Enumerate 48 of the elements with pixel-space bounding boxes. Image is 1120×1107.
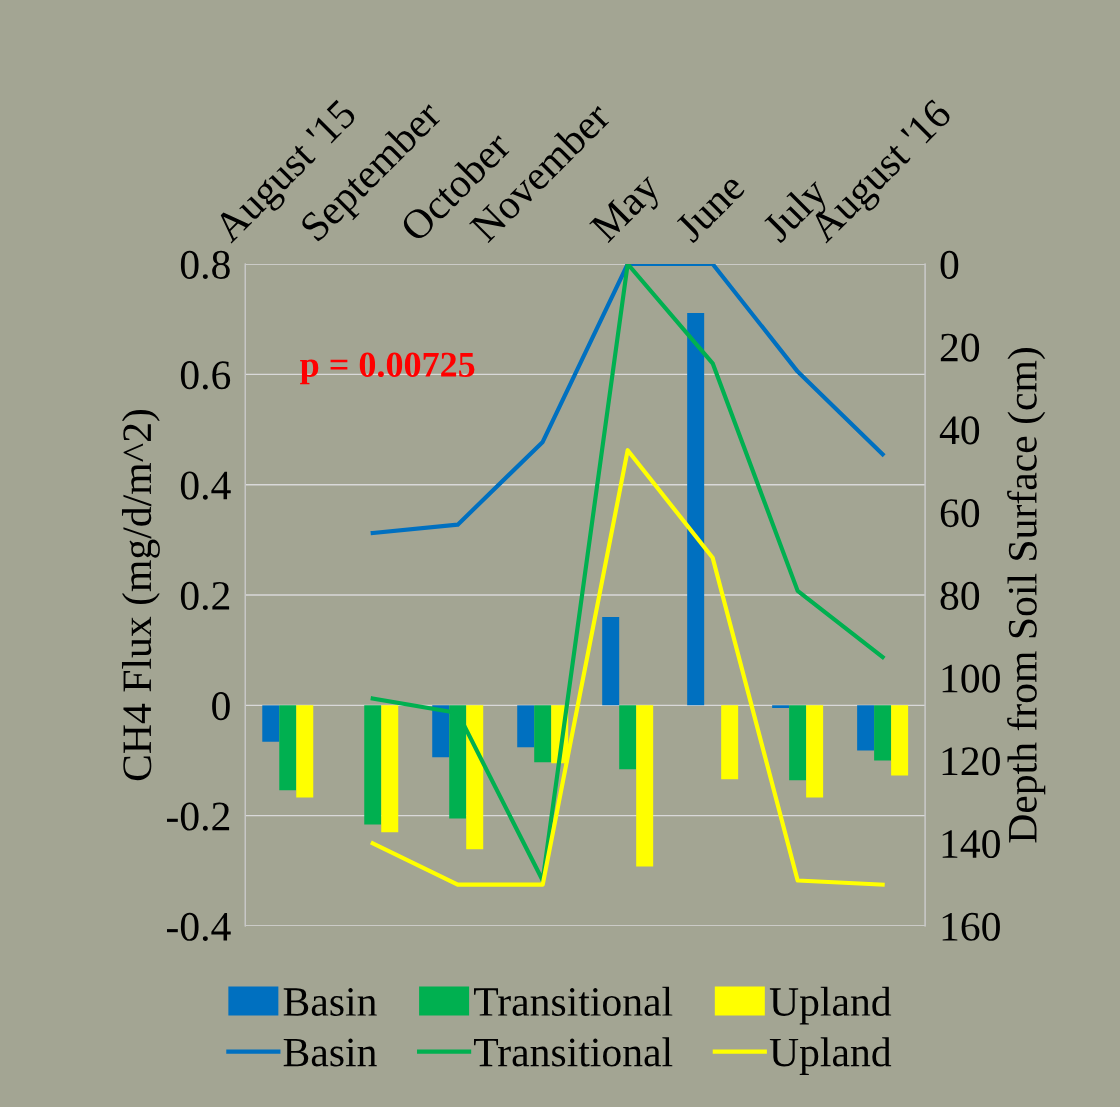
y-axis-title: CH4 Flux (mg/d/m^2) — [121, 409, 160, 781]
y2-tick-label: 20 — [940, 333, 980, 362]
bar — [619, 705, 637, 770]
bar — [534, 705, 552, 763]
y2-tick-label: 40 — [939, 416, 980, 445]
bar — [806, 705, 824, 798]
bar — [517, 705, 535, 748]
y2-tick-label: 100 — [942, 664, 1000, 693]
x-tick-label: June — [674, 171, 747, 244]
y-tick-label: 0.8 — [180, 250, 230, 280]
bar — [279, 705, 297, 791]
bar — [772, 705, 790, 709]
bar — [296, 705, 314, 798]
bar — [636, 705, 654, 867]
bar — [721, 705, 739, 780]
y-tick-label: 0.4 — [180, 471, 231, 500]
bar — [857, 705, 875, 751]
legend-label: Transitional — [474, 1037, 673, 1067]
bar — [466, 705, 484, 850]
bar — [364, 705, 382, 825]
y2-tick-label: 80 — [940, 581, 980, 610]
legend-label: Upland — [769, 986, 892, 1025]
y2-tick-label: 120 — [942, 747, 1000, 776]
y-tick-label: 0.6 — [180, 361, 231, 390]
y-tick-label: 0.2 — [180, 581, 230, 611]
bar — [262, 705, 280, 742]
y2-tick-label: 60 — [940, 499, 980, 528]
annotation: p = 0.00725 — [300, 352, 475, 385]
y2-tick-label: 160 — [942, 912, 1000, 941]
bar — [874, 705, 892, 761]
y-tick-label: -0.4 — [166, 912, 231, 942]
y2-axis-title: Depth from Soil Surface (cm) — [1007, 348, 1046, 843]
line-series — [370, 448, 885, 887]
legend-label: Transitional — [474, 986, 673, 1017]
bar — [432, 705, 450, 758]
legend-label: Upland — [769, 1037, 892, 1076]
bar — [687, 313, 705, 706]
y-tick-label: -0.2 — [166, 802, 230, 831]
bar — [381, 705, 399, 833]
y2-tick-label: 140 — [942, 830, 1000, 859]
bar — [602, 617, 620, 706]
bar — [789, 705, 807, 781]
bar — [449, 705, 467, 819]
legend-label: Basin — [283, 1038, 377, 1067]
legend-label: Basin — [283, 988, 377, 1017]
y2-tick-label: 0 — [940, 250, 959, 279]
bar — [891, 705, 909, 776]
y-tick-label: 0 — [212, 692, 230, 721]
